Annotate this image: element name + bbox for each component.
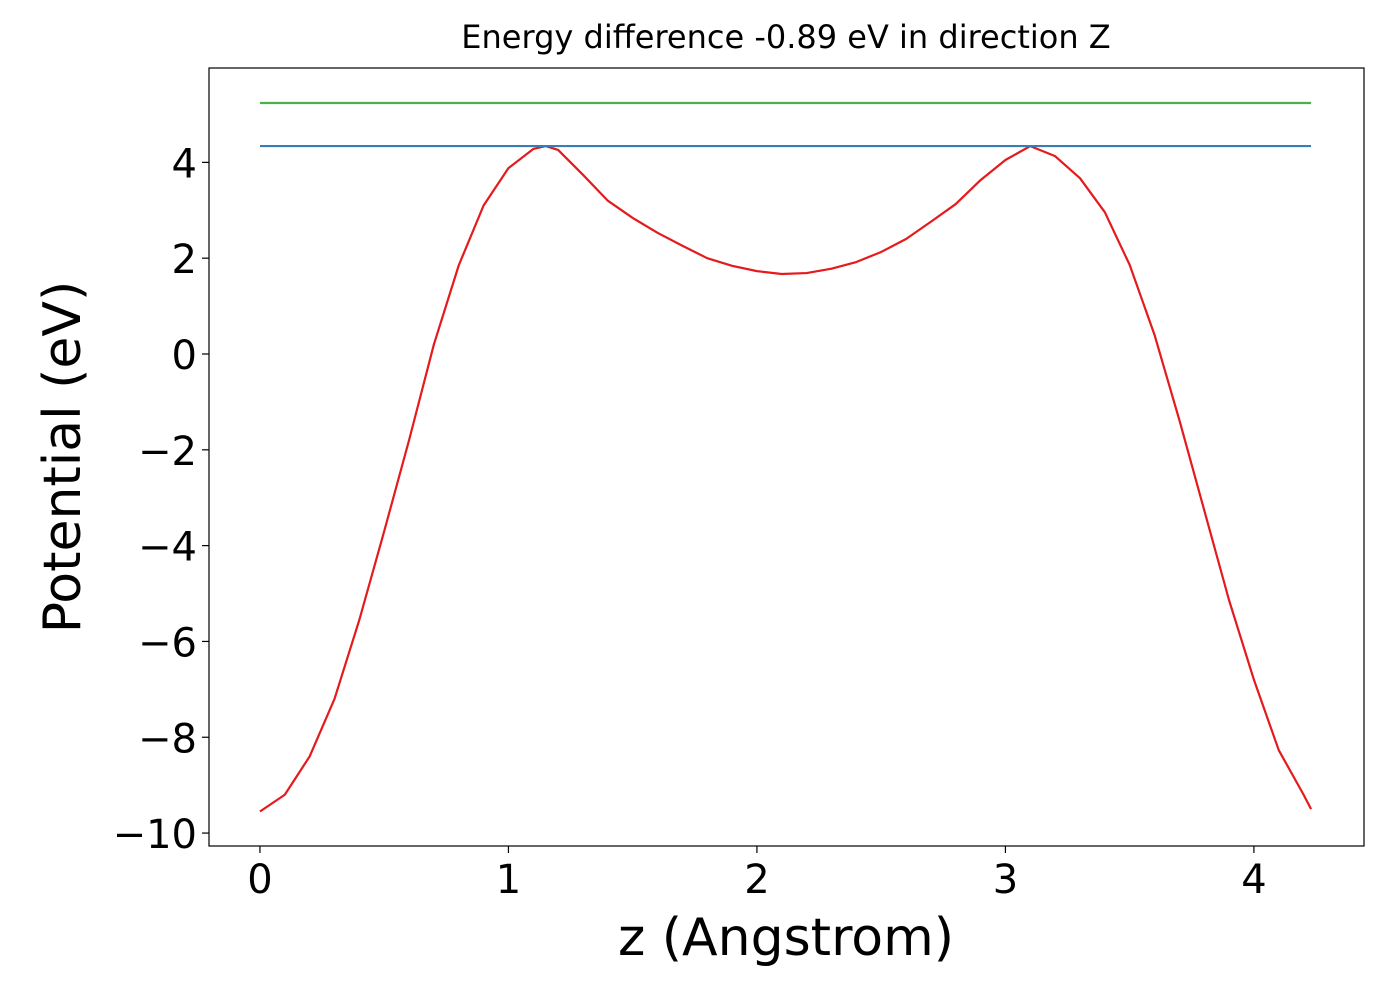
x-tick-label: 1 <box>496 857 521 903</box>
x-tick-label: 3 <box>993 857 1018 903</box>
y-tick-label: 4 <box>172 141 197 187</box>
y-tick-label: 2 <box>172 237 197 283</box>
x-axis-label: z (Angstrom) <box>618 908 954 968</box>
plot-frame <box>208 67 1365 847</box>
y-tick-label: −8 <box>138 716 197 762</box>
x-tick-label: 4 <box>1241 857 1266 903</box>
x-tick-label: 0 <box>247 857 272 903</box>
series-line <box>259 144 1313 813</box>
x-tick-label: 2 <box>744 857 769 903</box>
y-tick-label: −6 <box>138 620 197 666</box>
y-tick-label: 0 <box>172 333 197 379</box>
y-axis-label: Potential (eV) <box>33 281 93 633</box>
chart-title: Energy difference -0.89 eV in direction … <box>461 18 1110 56</box>
y-tick-label: −4 <box>138 525 197 571</box>
y-tick-label: −10 <box>113 812 197 858</box>
y-tick-label: −2 <box>138 429 197 475</box>
